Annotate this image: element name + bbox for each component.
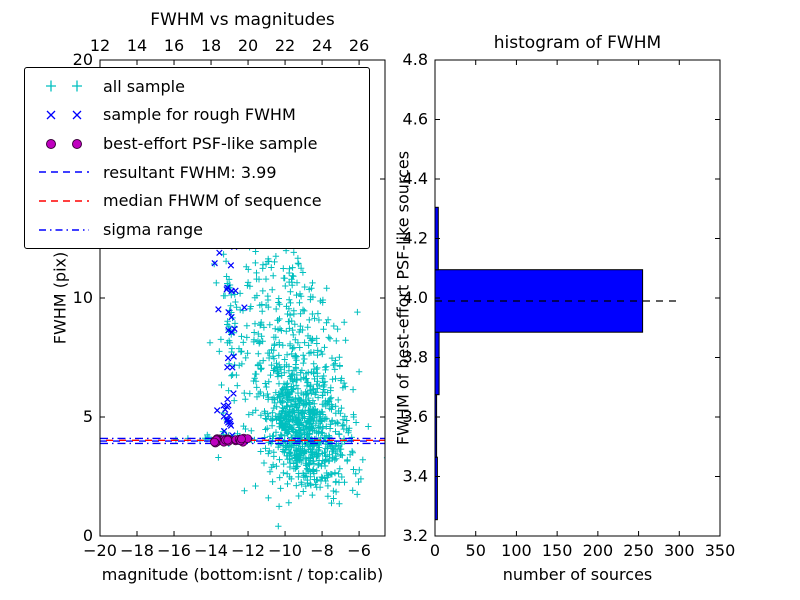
dashdot-line-icon bbox=[39, 228, 89, 231]
legend-label: sigma range bbox=[103, 220, 203, 240]
legend-label: all sample bbox=[103, 76, 185, 96]
legend-item-2: best-effort PSF-like sample bbox=[25, 130, 369, 158]
legend-label: median FHWM of sequence bbox=[103, 191, 322, 211]
tick-label: 4.2 bbox=[403, 229, 428, 248]
tick-label: 200 bbox=[583, 541, 614, 560]
scatter-psf-sample bbox=[210, 433, 253, 448]
legend-item-0: all sample bbox=[25, 72, 369, 100]
legend-item-1: sample for rough FWHM bbox=[25, 101, 369, 129]
tick-label: 14 bbox=[127, 36, 147, 55]
tick-label: 20 bbox=[73, 50, 93, 69]
tick-label: 3.6 bbox=[403, 407, 428, 426]
tick-label: 100 bbox=[501, 541, 532, 560]
tick-label: −16 bbox=[157, 541, 191, 560]
tick-label: 20 bbox=[238, 36, 258, 55]
tick-label: 300 bbox=[664, 541, 695, 560]
tick-label: 4.0 bbox=[403, 288, 428, 307]
circle-icon bbox=[46, 138, 82, 149]
tick-label: −12 bbox=[231, 541, 265, 560]
left-plot-title: FWHM vs magnitudes bbox=[150, 10, 335, 30]
legend-item-3: resultant FWHM: 3.99 bbox=[25, 158, 369, 186]
legend-label: sample for rough FWHM bbox=[103, 105, 296, 125]
dashed-line-icon bbox=[39, 200, 89, 202]
tick-label: 5 bbox=[83, 407, 93, 426]
tick-label: 150 bbox=[542, 541, 573, 560]
dashed-line-icon bbox=[39, 171, 89, 173]
histogram-bar bbox=[434, 331, 440, 396]
tick-label: 18 bbox=[201, 36, 221, 55]
tick-label: −8 bbox=[310, 541, 334, 560]
right-plot-axes: 0 50 100 150 200 250 300 350 3.2 3.4 3.6 3.8 4.0 4.2 4… bbox=[403, 50, 736, 560]
scatter-rough-fwhm-sample bbox=[211, 243, 248, 439]
legend-item-5: sigma range bbox=[25, 216, 369, 244]
tick-label: 12 bbox=[90, 36, 110, 55]
left-plot-xlabel: magnitude (bottom:isnt / top:calib) bbox=[101, 565, 384, 584]
x-icon bbox=[46, 110, 82, 120]
tick-label: −18 bbox=[120, 541, 154, 560]
right-plot-ylabel: FWHM of best-effort PSF-like sources bbox=[393, 150, 413, 446]
tick-label: 0 bbox=[83, 526, 93, 545]
tick-label: 22 bbox=[275, 36, 295, 55]
tick-label: 24 bbox=[312, 36, 332, 55]
tick-label: 50 bbox=[466, 541, 486, 560]
right-plot-area bbox=[434, 206, 680, 521]
tick-label: 250 bbox=[623, 541, 654, 560]
tick-label: 26 bbox=[349, 36, 369, 55]
tick-label: 4.8 bbox=[403, 50, 428, 69]
tick-label: −20 bbox=[83, 541, 117, 560]
tick-label: 10 bbox=[73, 288, 93, 307]
tick-label: 16 bbox=[164, 36, 184, 55]
right-plot-xlabel: number of sources bbox=[502, 565, 653, 584]
left-plot-ylabel: FWHM (pix) bbox=[50, 251, 70, 345]
tick-label: 4.6 bbox=[403, 110, 428, 129]
tick-label: 0 bbox=[430, 541, 440, 560]
plus-icon bbox=[46, 80, 82, 92]
tick-label: −6 bbox=[347, 541, 371, 560]
tick-label: 350 bbox=[705, 541, 736, 560]
legend-label: best-effort PSF-like sample bbox=[103, 134, 318, 154]
tick-label: −14 bbox=[194, 541, 228, 560]
legend: all sample sample for rough FWHM best-effo… bbox=[24, 67, 370, 249]
legend-label: resultant FWHM: 3.99 bbox=[103, 162, 277, 182]
tick-label: −10 bbox=[268, 541, 302, 560]
tick-label: 4.4 bbox=[403, 169, 428, 188]
left-plot-area bbox=[100, 233, 385, 530]
tick-label: 3.2 bbox=[403, 526, 428, 545]
tick-label: 3.4 bbox=[403, 467, 428, 486]
legend-item-4: median FHWM of sequence bbox=[25, 187, 369, 215]
tick-label: 3.8 bbox=[403, 348, 428, 367]
scatter-all-sample bbox=[172, 233, 385, 530]
right-plot-title: histogram of FWHM bbox=[493, 33, 662, 53]
